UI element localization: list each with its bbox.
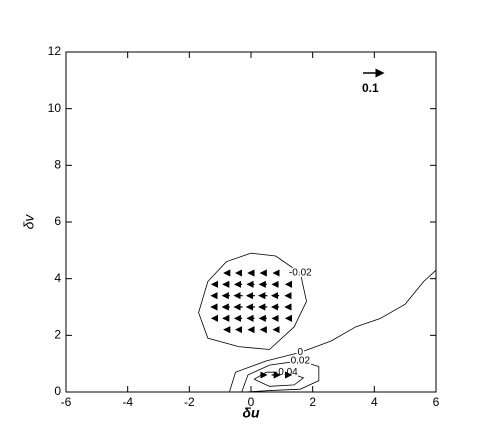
contour-label: 0.04 xyxy=(278,367,298,378)
y-tick-label: 6 xyxy=(54,214,61,228)
y-tick-label: 2 xyxy=(54,328,61,342)
x-tick-label: 0 xyxy=(248,395,255,409)
x-axis-title: δu xyxy=(242,405,260,421)
y-tick-label: 12 xyxy=(48,44,62,58)
x-tick-label: 2 xyxy=(309,395,316,409)
contour-line xyxy=(229,269,437,393)
y-axis-title: δv xyxy=(21,214,37,230)
x-tick-label: 6 xyxy=(433,395,440,409)
y-tick-label: 0 xyxy=(54,384,61,398)
y-tick-label: 8 xyxy=(54,158,61,172)
reference-label: 0.1 xyxy=(362,81,379,95)
x-tick-label: -6 xyxy=(61,395,72,409)
contour-label: -0.02 xyxy=(289,268,312,279)
contour-label: 0 xyxy=(298,347,304,358)
x-tick-label: 4 xyxy=(371,395,378,409)
y-tick-label: 10 xyxy=(48,101,62,115)
contour-line xyxy=(241,360,320,393)
plot-frame xyxy=(65,51,437,393)
x-tick-label: -4 xyxy=(122,395,133,409)
x-tick-label: -2 xyxy=(184,395,195,409)
contour-label: 0.02 xyxy=(291,355,311,366)
y-tick-label: 4 xyxy=(54,271,61,285)
contour-line xyxy=(198,252,307,350)
